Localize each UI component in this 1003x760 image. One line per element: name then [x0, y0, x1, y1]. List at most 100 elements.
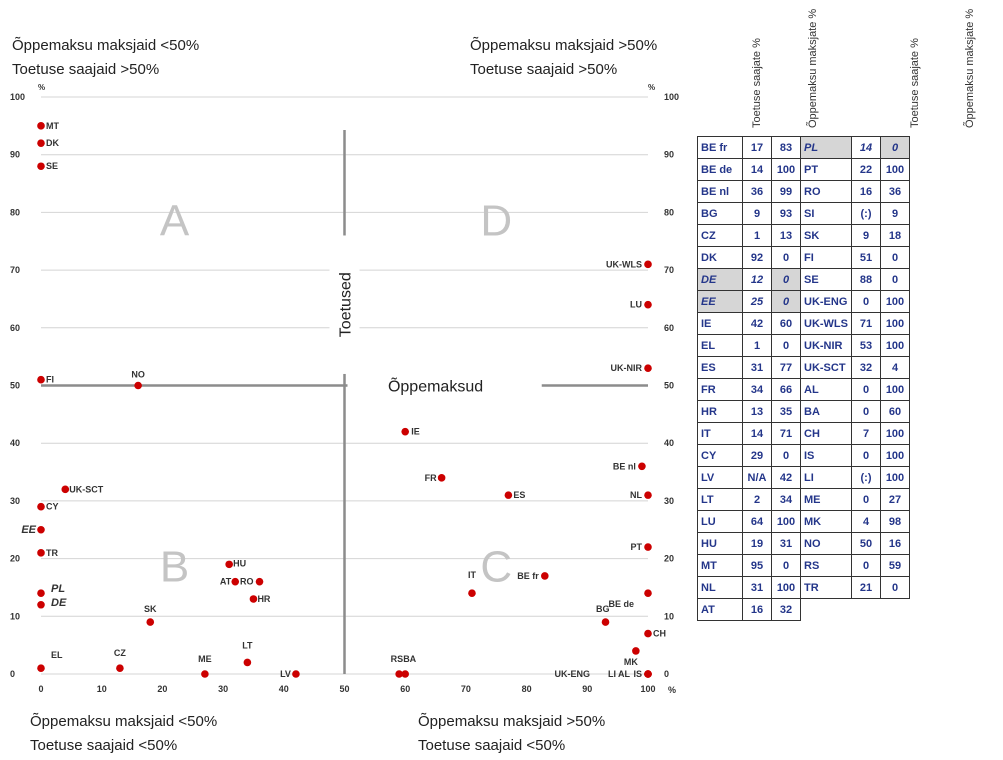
table-row: NL 31 100 TR 21 0 — [697, 576, 910, 599]
y-axis-title: Toetused — [338, 272, 355, 337]
fee-value-cell: 4 — [880, 356, 910, 379]
data-point — [37, 589, 45, 598]
x-tick-label: 60 — [400, 684, 410, 694]
data-point — [37, 502, 45, 511]
support-value-cell: 34 — [742, 378, 772, 401]
y-tick-label-right: 90 — [664, 150, 674, 160]
y-tick-label-right: 40 — [664, 438, 674, 448]
table-row: BE nl 36 99 RO 16 36 — [697, 180, 910, 203]
point-label: UK-SCT — [69, 484, 103, 494]
caption-line: Toetuse saajaid >50% — [470, 61, 618, 78]
fee-value-cell: 31 — [771, 532, 801, 555]
support-value-cell: 14 — [742, 158, 772, 181]
fee-value-cell: 100 — [771, 510, 801, 533]
fee-value-cell: 98 — [880, 510, 910, 533]
fee-value-cell: 32 — [771, 598, 801, 621]
support-value-cell: 9 — [742, 202, 772, 225]
support-value-cell: 2 — [742, 488, 772, 511]
country-code-cell: UK-SCT — [800, 356, 852, 379]
point-label: NO — [131, 370, 145, 380]
fee-value-cell: 35 — [771, 400, 801, 423]
country-code-cell: SK — [800, 224, 852, 247]
point-label: RO — [240, 577, 254, 587]
caption-top-right: Õppemaksu maksjaid >50% Toetuse saajaid … — [470, 34, 657, 82]
table-header-fee-1: Õppemaksu maksjate % — [807, 8, 819, 128]
point-label: DK — [46, 138, 59, 148]
data-point — [644, 670, 652, 678]
country-code-cell: MK — [800, 510, 852, 533]
y-tick-label-right: 50 — [664, 381, 674, 391]
point-label: TR — [46, 548, 58, 558]
y-tick-label-right: 20 — [664, 554, 674, 564]
point-label: CZ — [114, 648, 126, 658]
y-tick-label-left: 70 — [10, 265, 20, 275]
fee-value-cell: 27 — [880, 488, 910, 511]
fee-value-cell: 42 — [771, 466, 801, 489]
country-code-cell: FI — [800, 246, 852, 269]
table-row: CZ 1 13 SK 9 18 — [697, 224, 910, 247]
support-value-cell: 88 — [851, 268, 881, 291]
point-label: AL — [618, 669, 630, 679]
fee-value-cell: 36 — [880, 180, 910, 203]
country-code-cell: DK — [697, 246, 743, 269]
data-point — [644, 543, 652, 551]
point-label: LV — [280, 669, 291, 679]
country-code-cell: BE nl — [697, 180, 743, 203]
y-tick-label-right: 10 — [664, 611, 674, 621]
support-value-cell: 19 — [742, 532, 772, 555]
country-code-cell: CZ — [697, 224, 743, 247]
caption-top-left: Õppemaksu maksjaid <50% Toetuse saajaid … — [12, 34, 199, 82]
fee-value-cell: 100 — [880, 378, 910, 401]
fee-value-cell: 9 — [880, 202, 910, 225]
support-value-cell: 16 — [851, 180, 881, 203]
table-row: HU 19 31 NO 50 16 — [697, 532, 910, 555]
table-row: EL 1 0 UK-NIR 53 100 — [697, 334, 910, 357]
fee-value-cell: 0 — [771, 268, 801, 291]
fee-value-cell: 71 — [771, 422, 801, 445]
point-label: SK — [144, 604, 157, 614]
support-value-cell: 0 — [851, 378, 881, 401]
support-value-cell: 71 — [851, 312, 881, 335]
table-header-fee-2: Õppemaksu maksjate % — [964, 8, 976, 128]
y-tick-label-left: 90 — [10, 150, 20, 160]
point-label: LT — [242, 640, 253, 650]
table-row: ES 31 77 UK-SCT 32 4 — [697, 356, 910, 379]
country-code-cell: MT — [697, 554, 743, 577]
data-point — [201, 670, 209, 678]
fee-value-cell: 0 — [880, 136, 910, 159]
fee-value-cell: 100 — [880, 466, 910, 489]
data-point — [401, 670, 410, 678]
country-code-cell: UK-ENG — [800, 290, 852, 313]
table-body: BE fr 17 83 PL 14 0 BE de 14 100 PT 22 100 BE nl 36 99… — [697, 136, 910, 621]
table-row: BG 9 93 SI (:) 9 — [697, 202, 910, 225]
data-point — [243, 658, 252, 667]
support-value-cell: (:) — [851, 202, 881, 225]
data-point — [61, 485, 70, 494]
support-value-cell: 1 — [742, 334, 772, 357]
point-label: ME — [198, 654, 212, 664]
point-label: UK-NIR — [611, 363, 643, 373]
y-tick-label-right: 100 — [664, 92, 679, 102]
caption-line: Õppemaksu maksjaid >50% — [470, 37, 658, 54]
data-point — [644, 589, 652, 598]
table-row: FR 34 66 AL 0 100 — [697, 378, 910, 401]
caption-line: Õppemaksu maksjaid <50% — [12, 37, 200, 54]
fee-value-cell: 100 — [880, 422, 910, 445]
country-code-cell: EL — [697, 334, 743, 357]
support-value-cell: 7 — [851, 422, 881, 445]
data-point — [644, 629, 652, 638]
x-tick-label: 40 — [279, 684, 289, 694]
y-tick-label-left: 50 — [10, 381, 20, 391]
table-row: BE de 14 100 PT 22 100 — [697, 158, 910, 181]
country-code-cell: HU — [697, 532, 743, 555]
table-row: IT 14 71 CH 7 100 — [697, 422, 910, 445]
fee-value-cell: 0 — [880, 246, 910, 269]
point-label: PT — [630, 542, 642, 552]
point-label: ES — [513, 490, 525, 500]
y-unit-right: % — [648, 83, 655, 92]
support-value-cell: 25 — [742, 290, 772, 313]
table-row: DE 12 0 SE 88 0 — [697, 268, 910, 291]
data-point — [644, 260, 652, 269]
point-label: SE — [46, 161, 58, 171]
point-label: FR — [425, 473, 437, 483]
